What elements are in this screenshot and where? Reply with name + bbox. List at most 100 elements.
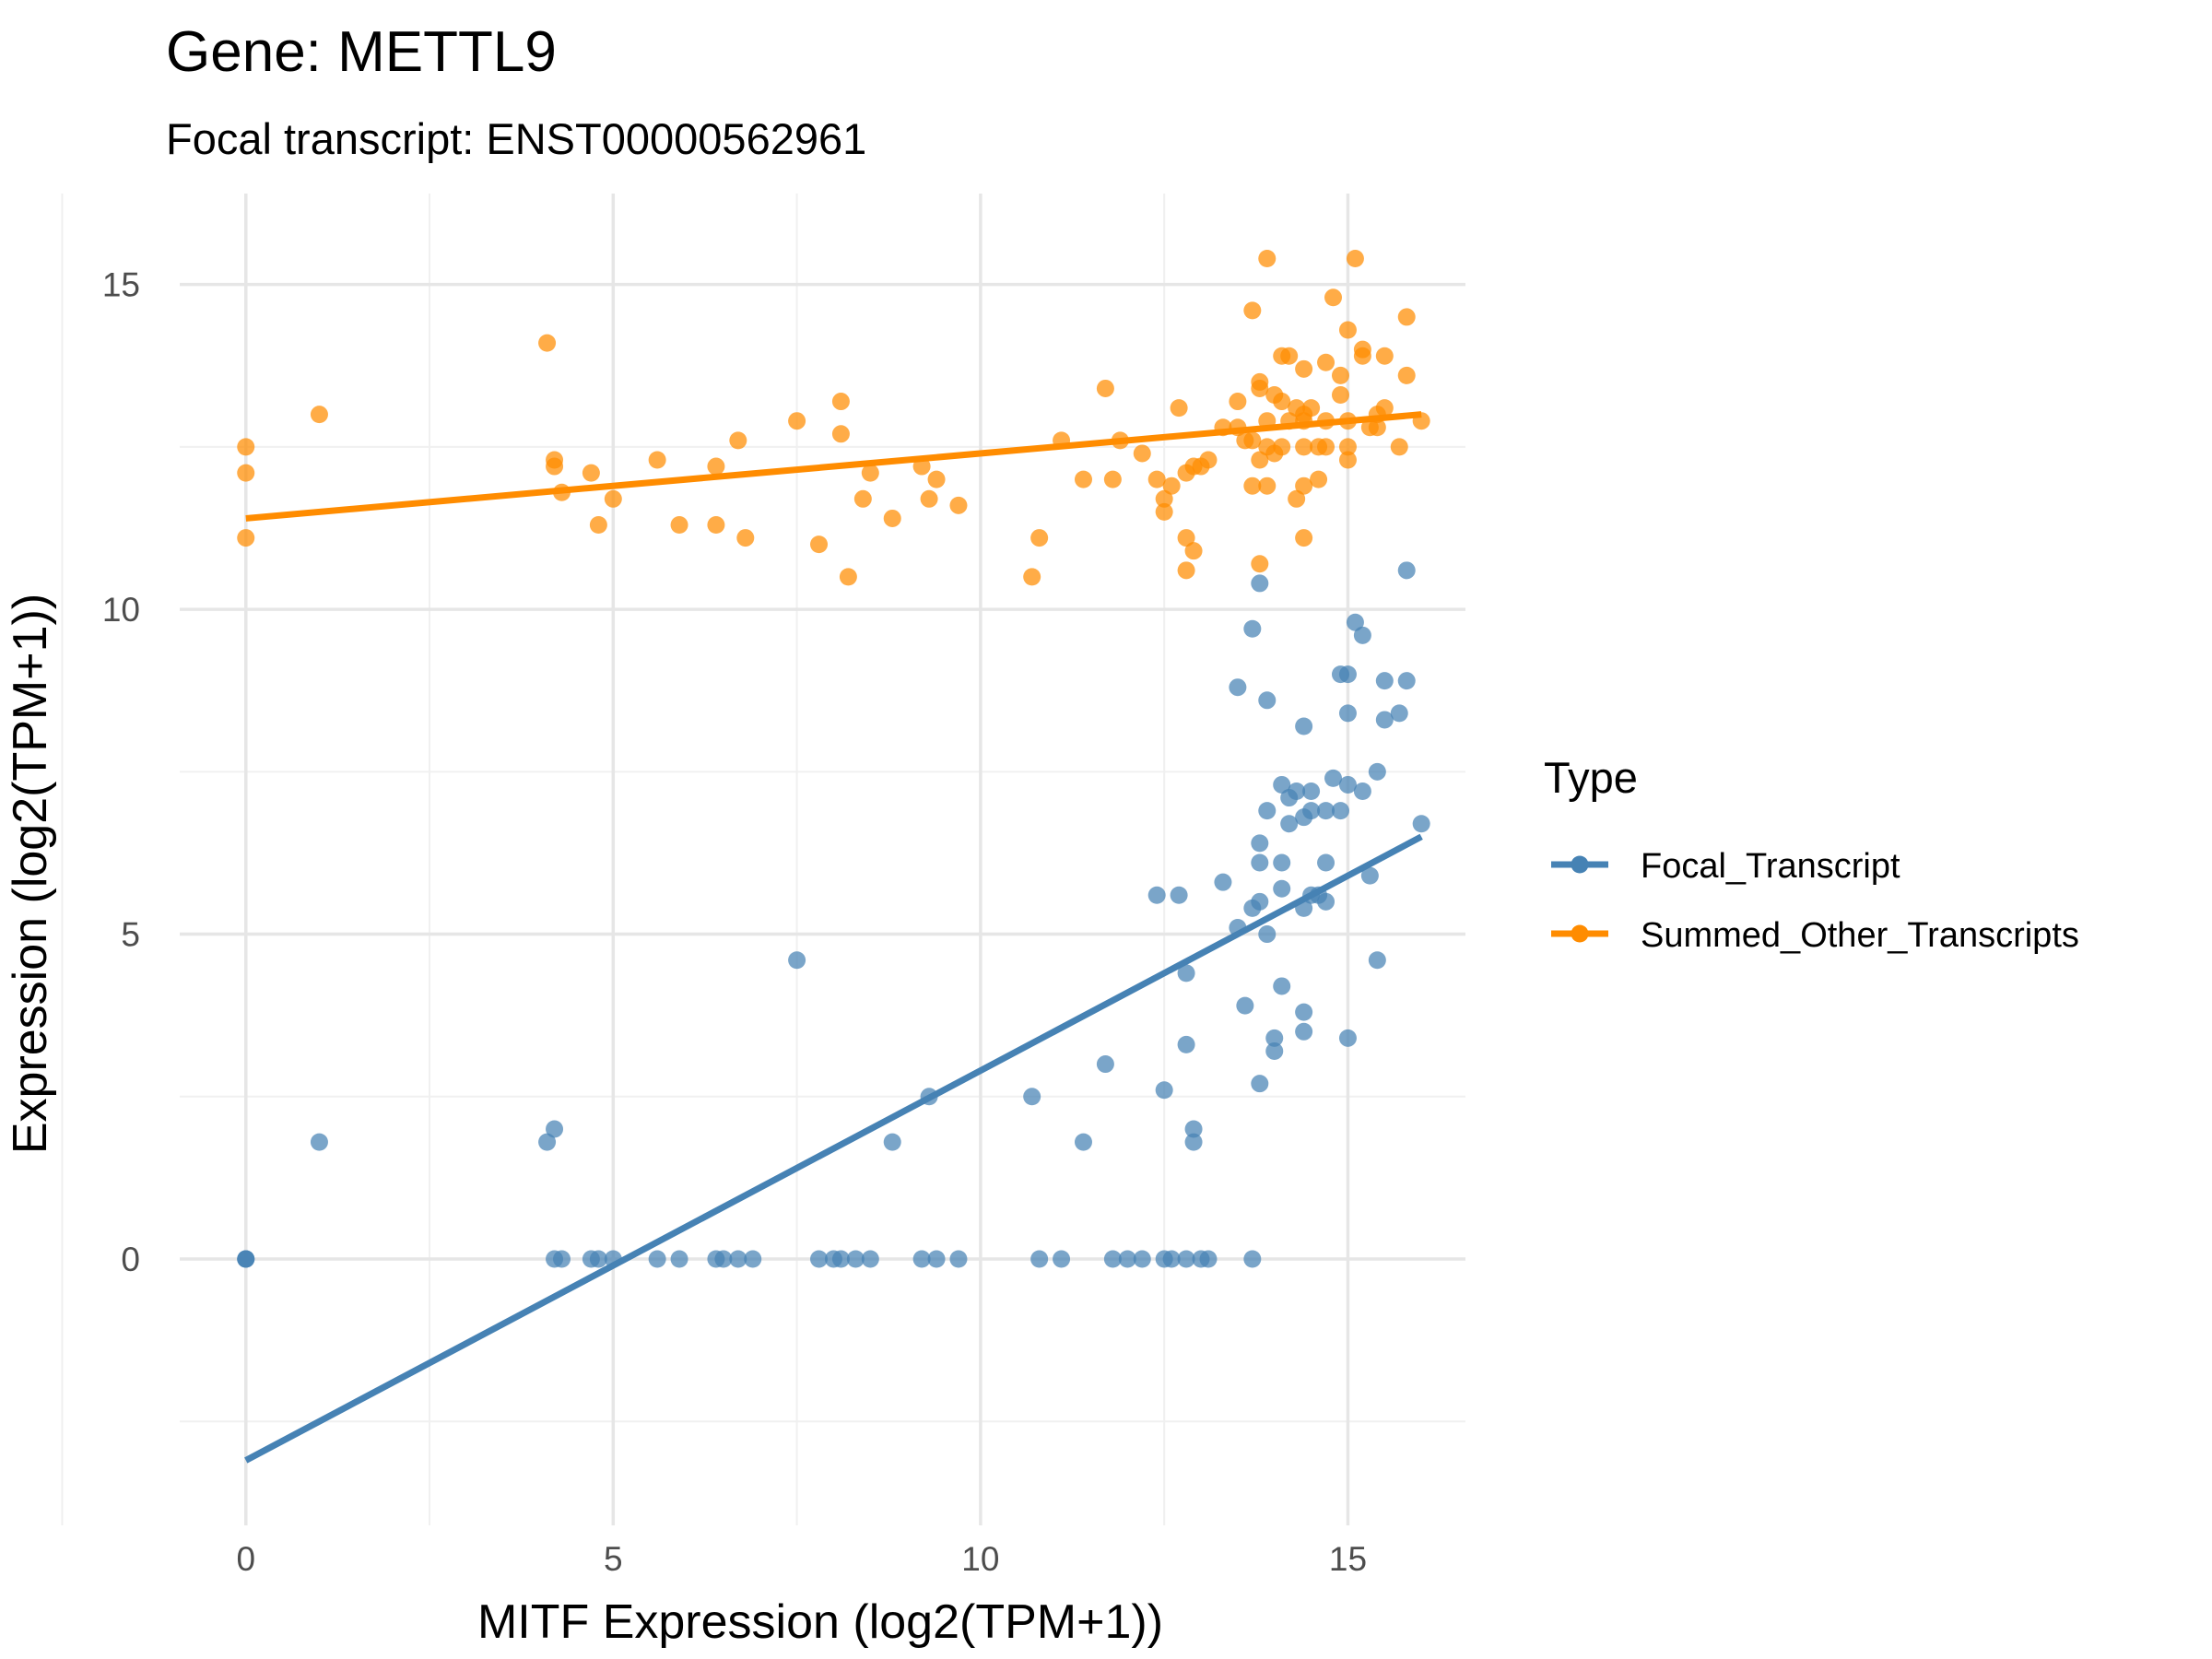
data-point	[927, 1250, 946, 1268]
data-point	[1177, 1035, 1195, 1053]
data-point	[1023, 1088, 1041, 1106]
data-point	[1118, 1250, 1136, 1268]
data-point	[788, 412, 806, 430]
data-point	[670, 515, 688, 534]
data-point	[1243, 431, 1262, 450]
data-point	[1273, 879, 1291, 898]
trend-lines	[244, 411, 1423, 1464]
data-point	[1324, 288, 1343, 307]
data-point	[1338, 1029, 1357, 1047]
trend-line	[244, 833, 1423, 1464]
data-point	[1353, 782, 1371, 800]
data-point	[1243, 1250, 1262, 1268]
data-point	[1375, 347, 1394, 365]
data-point	[1397, 561, 1416, 580]
data-point	[237, 1250, 255, 1268]
data-point	[861, 464, 879, 482]
data-point	[604, 489, 622, 508]
data-point	[1295, 717, 1313, 735]
data-point	[648, 451, 666, 469]
data-point	[1074, 470, 1092, 488]
data-point	[1170, 886, 1188, 904]
data-point	[1258, 802, 1277, 820]
data-point	[1258, 477, 1277, 495]
data-point	[1368, 418, 1386, 437]
data-point	[1184, 1120, 1203, 1138]
y-tick-label: 5	[121, 916, 140, 954]
data-point	[1302, 399, 1321, 418]
data-point	[1251, 574, 1269, 593]
data-point	[1390, 438, 1408, 456]
data-point	[729, 1250, 747, 1268]
data-point	[589, 1250, 607, 1268]
data-point	[1133, 444, 1151, 463]
tick-labels: 0 5 10 15 0 5 10 15	[102, 266, 1367, 1578]
data-point	[546, 451, 564, 469]
data-point	[310, 406, 328, 424]
data-point	[1273, 853, 1291, 872]
data-point	[1338, 451, 1357, 469]
legend: Type Focal_Transcript Summed_Other_Transc…	[1544, 753, 2079, 955]
data-point	[1177, 1250, 1195, 1268]
data-point	[1273, 977, 1291, 995]
data-points	[237, 249, 1430, 1268]
data-point	[846, 1250, 865, 1268]
data-point	[1280, 815, 1299, 833]
data-point	[831, 393, 850, 411]
chart-subtitle: Focal transcript: ENST00000562961	[166, 114, 866, 163]
data-point	[1375, 711, 1394, 729]
data-point	[1251, 892, 1269, 911]
data-point	[1338, 665, 1357, 684]
data-point	[1251, 379, 1269, 397]
data-point	[1147, 470, 1166, 488]
data-point	[1338, 321, 1357, 339]
data-point	[1412, 815, 1430, 833]
data-point	[1030, 1250, 1049, 1268]
data-point	[1177, 964, 1195, 982]
data-point	[1368, 951, 1386, 970]
x-axis-title: MITF Expression (log2(TPM+1))	[477, 1595, 1163, 1649]
x-tick-label: 15	[1329, 1540, 1367, 1578]
legend-label: Summed_Other_Transcripts	[1641, 916, 2079, 955]
data-point	[1295, 359, 1313, 378]
data-point	[1251, 555, 1269, 573]
data-point	[788, 951, 806, 970]
data-point	[1375, 672, 1394, 690]
data-point	[1338, 775, 1357, 794]
data-point	[1147, 886, 1166, 904]
data-point	[744, 1250, 762, 1268]
data-point	[1155, 489, 1173, 508]
data-point	[1184, 1133, 1203, 1151]
data-point	[1273, 438, 1291, 456]
data-point	[1170, 399, 1188, 418]
data-point	[1133, 1250, 1151, 1268]
data-point	[1317, 353, 1335, 371]
legend-label: Focal_Transcript	[1641, 847, 1900, 886]
data-point	[839, 568, 857, 586]
data-point	[1214, 873, 1232, 891]
x-tick-label: 0	[236, 1540, 255, 1578]
data-point	[1155, 1081, 1173, 1100]
data-point	[1397, 366, 1416, 384]
data-point	[1251, 834, 1269, 853]
data-point	[1353, 626, 1371, 644]
data-point	[553, 1250, 571, 1268]
chart-title: Gene: METTL9	[166, 20, 557, 84]
data-point	[1338, 704, 1357, 723]
x-tick-label: 10	[961, 1540, 999, 1578]
data-point	[1258, 925, 1277, 944]
data-point	[1295, 438, 1313, 456]
data-point	[810, 1250, 829, 1268]
data-point	[1353, 340, 1371, 359]
data-point	[1199, 1250, 1218, 1268]
data-point	[1030, 529, 1049, 547]
data-point	[1375, 399, 1394, 418]
data-point	[1103, 1250, 1122, 1268]
data-point	[1243, 301, 1262, 320]
data-point	[1229, 678, 1247, 697]
data-point	[1177, 561, 1195, 580]
data-point	[1397, 672, 1416, 690]
legend-title: Type	[1544, 753, 1638, 802]
data-point	[912, 1250, 931, 1268]
data-point	[1302, 782, 1321, 800]
